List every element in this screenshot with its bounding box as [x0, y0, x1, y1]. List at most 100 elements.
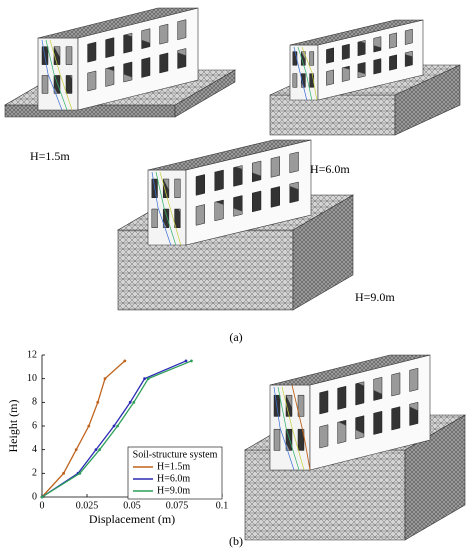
window — [271, 187, 280, 208]
window — [106, 66, 114, 86]
y-tick-label: 0 — [32, 491, 37, 502]
x-tick-label: 0.1 — [216, 500, 229, 511]
data-point — [190, 359, 193, 363]
facade — [88, 20, 186, 91]
chart: 0 0.025 0.05 0.075 0.1 0 2 4 6 8 10 12 Displacement … — [6, 349, 229, 525]
window — [163, 209, 169, 228]
profile — [291, 384, 311, 471]
box-top — [289, 19, 424, 46]
window — [310, 52, 314, 66]
window — [298, 395, 304, 416]
window — [392, 407, 400, 430]
data-point — [62, 471, 65, 475]
window — [274, 429, 280, 450]
window — [142, 57, 150, 77]
window — [252, 191, 261, 212]
x-tick-label: 0.05 — [123, 500, 141, 511]
contour — [41, 39, 63, 111]
data-point — [146, 377, 150, 381]
facade — [274, 395, 304, 450]
window — [342, 44, 349, 60]
window — [178, 20, 186, 40]
data-point — [87, 424, 91, 428]
data-point — [98, 448, 101, 452]
window — [374, 411, 382, 434]
window — [271, 157, 280, 178]
contour — [277, 386, 300, 471]
window — [234, 196, 243, 217]
legend-label: H=9.0m — [157, 485, 190, 496]
window — [54, 75, 60, 93]
contour — [155, 171, 177, 246]
window — [160, 53, 168, 73]
data-point — [112, 424, 116, 428]
y-tick-label: 2 — [32, 468, 37, 479]
window — [163, 179, 169, 198]
y-tick-label: 10 — [27, 373, 37, 384]
contour — [49, 39, 73, 111]
data-point — [128, 400, 132, 404]
window — [301, 52, 305, 66]
window — [42, 75, 48, 93]
data-point — [40, 495, 44, 499]
window — [215, 200, 224, 221]
window — [405, 29, 412, 45]
y-tick-label: 6 — [32, 420, 37, 431]
facade — [320, 368, 418, 448]
box-front — [269, 94, 396, 136]
box-front — [117, 229, 294, 311]
window — [310, 74, 314, 88]
box-top — [269, 354, 431, 386]
box-top — [147, 139, 312, 171]
window — [374, 37, 381, 53]
window — [196, 175, 205, 196]
data-point — [143, 377, 147, 381]
window — [326, 48, 333, 64]
data-point — [116, 424, 119, 428]
illustrations — [3, 8, 467, 541]
data-point — [78, 471, 82, 475]
window — [252, 161, 261, 182]
window — [124, 33, 132, 53]
window — [338, 386, 346, 409]
contour — [151, 171, 172, 246]
y-axis-label: Height (m) — [6, 400, 20, 453]
window — [152, 209, 158, 228]
panel-label: H=1.5m — [30, 149, 70, 163]
window — [301, 74, 305, 88]
legend-label: H=6.0m — [157, 473, 190, 484]
window — [374, 59, 381, 74]
contour — [159, 171, 182, 246]
data-point — [96, 400, 100, 404]
window — [298, 429, 304, 450]
window — [175, 179, 181, 198]
window — [290, 182, 299, 203]
window — [338, 420, 346, 443]
contour — [281, 386, 305, 471]
facade — [42, 47, 72, 94]
window — [326, 70, 333, 86]
y-tick-label: 4 — [32, 444, 37, 455]
caption: (a) — [229, 330, 242, 344]
window — [320, 425, 328, 448]
window — [356, 416, 364, 439]
window — [389, 55, 396, 70]
window — [286, 429, 292, 450]
window — [66, 47, 72, 65]
panel-label: H=6.0m — [310, 162, 350, 176]
x-tick-label: 0 — [40, 500, 45, 511]
facade — [326, 29, 412, 85]
caption: (b) — [229, 534, 243, 548]
window — [178, 48, 186, 68]
window — [392, 373, 400, 396]
legend-label: H=1.5m — [157, 461, 190, 472]
data-point — [74, 448, 78, 452]
contour — [297, 46, 313, 101]
window — [66, 75, 72, 93]
window — [293, 74, 297, 88]
contour — [301, 46, 318, 101]
window — [142, 29, 150, 49]
data-point — [103, 377, 107, 381]
y-tick-label: 8 — [32, 397, 37, 408]
